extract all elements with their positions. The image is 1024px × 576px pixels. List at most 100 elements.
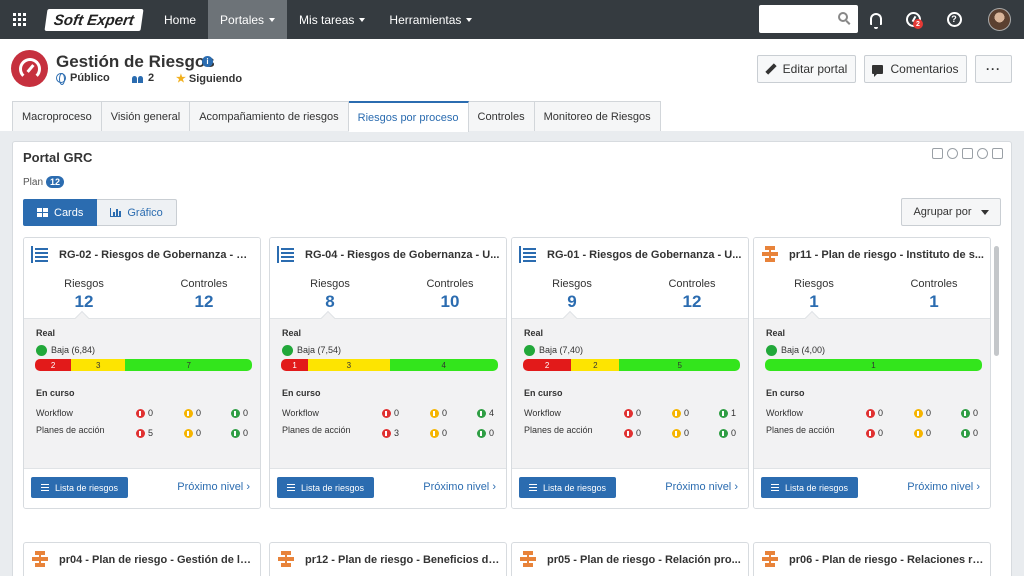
planes-count[interactable]: 0 bbox=[866, 428, 883, 438]
card-title[interactable]: pr05 - Plan de riesgo - Relación pro... bbox=[547, 554, 741, 566]
workflow-count[interactable]: 0 bbox=[382, 408, 399, 418]
scrollbar[interactable] bbox=[994, 246, 999, 356]
follow-status[interactable]: ★ Siguiendo bbox=[176, 72, 242, 86]
planes-count[interactable]: 0 bbox=[477, 428, 494, 438]
workflow-count[interactable]: 0 bbox=[624, 408, 641, 418]
tab-vision-general[interactable]: Visión general bbox=[101, 101, 191, 131]
card-title[interactable]: pr04 - Plan de riesgo - Gestión de la... bbox=[59, 554, 255, 566]
risk-list-button[interactable]: Lista de riesgos bbox=[31, 477, 128, 498]
workflow-count[interactable]: 4 bbox=[477, 408, 494, 418]
group-by-dropdown[interactable]: Agrupar por bbox=[901, 198, 1001, 226]
workflow-count[interactable]: 0 bbox=[136, 408, 153, 418]
tab-macroproceso[interactable]: Macroproceso bbox=[12, 101, 102, 131]
planes-count[interactable]: 0 bbox=[672, 428, 689, 438]
bell-icon[interactable] bbox=[867, 10, 885, 29]
risk-list-button[interactable]: Lista de riesgos bbox=[761, 477, 858, 498]
softexpert-logo[interactable]: Soft Expert bbox=[44, 8, 144, 31]
tab-controles[interactable]: Controles bbox=[468, 101, 535, 131]
workflow-count[interactable]: 1 bbox=[719, 408, 736, 418]
card-title[interactable]: RG-02 - Riesgos de Gobernanza - Un... bbox=[59, 249, 255, 261]
workflow-count[interactable]: 0 bbox=[184, 408, 201, 418]
nav-portales[interactable]: Portales bbox=[208, 0, 288, 39]
risk-list-button[interactable]: Lista de riesgos bbox=[277, 477, 374, 498]
nav-mis-tareas[interactable]: Mis tareas bbox=[287, 0, 377, 39]
workflow-count[interactable]: 0 bbox=[231, 408, 248, 418]
next-level-link[interactable]: Próximo nivel › bbox=[665, 481, 738, 493]
planes-count[interactable]: 0 bbox=[719, 428, 736, 438]
process-card[interactable]: RG-01 - Riesgos de Gobernanza - U... Rie… bbox=[511, 237, 749, 509]
count-value: 0 bbox=[196, 408, 202, 418]
process-card[interactable]: pr12 - Plan de riesgo - Beneficios de... bbox=[269, 542, 507, 576]
risk-level: Baja (4,00) bbox=[781, 345, 826, 355]
level-dot-icon bbox=[282, 345, 293, 356]
planes-count[interactable]: 0 bbox=[184, 428, 201, 438]
info-icon[interactable]: i bbox=[202, 56, 213, 67]
process-card[interactable]: pr04 - Plan de riesgo - Gestión de la... bbox=[23, 542, 261, 576]
riesgos-count[interactable]: 8 bbox=[325, 292, 335, 311]
status-green-icon bbox=[961, 408, 970, 418]
nav-home[interactable]: Home bbox=[152, 0, 208, 39]
planes-count[interactable]: 0 bbox=[961, 428, 978, 438]
process-card[interactable]: RG-02 - Riesgos de Gobernanza - Un... Ri… bbox=[23, 237, 261, 509]
level-dot-icon bbox=[766, 345, 777, 356]
next-level-label: Próximo nivel bbox=[423, 481, 490, 493]
nav-herramientas[interactable]: Herramientas bbox=[377, 0, 484, 39]
more-options-button[interactable]: ··· bbox=[975, 55, 1012, 83]
planes-count[interactable]: 0 bbox=[430, 428, 447, 438]
count-value: 0 bbox=[973, 428, 979, 438]
expand-icon[interactable] bbox=[992, 148, 1003, 159]
comment-icon[interactable] bbox=[962, 148, 973, 159]
planes-count[interactable]: 5 bbox=[136, 428, 153, 438]
process-card[interactable]: pr11 - Plan de riesgo - Instituto de s..… bbox=[753, 237, 991, 509]
process-flow-icon bbox=[761, 246, 778, 263]
search-icon[interactable] bbox=[838, 12, 848, 22]
next-level-link[interactable]: Próximo nivel › bbox=[177, 481, 250, 493]
risk-bar-segment: 1 bbox=[765, 359, 982, 371]
play-icon[interactable] bbox=[947, 148, 958, 159]
refresh-icon[interactable] bbox=[977, 148, 988, 159]
planes-count[interactable]: 3 bbox=[382, 428, 399, 438]
edit-portal-button[interactable]: Editar portal bbox=[757, 55, 856, 83]
workflow-count[interactable]: 0 bbox=[672, 408, 689, 418]
cards-view-button[interactable]: Cards bbox=[23, 199, 98, 226]
planes-count[interactable]: 0 bbox=[914, 428, 931, 438]
workflow-count[interactable]: 0 bbox=[866, 408, 883, 418]
controles-count[interactable]: 10 bbox=[440, 292, 460, 311]
card-title[interactable]: pr06 - Plan de riesgo - Relaciones re... bbox=[789, 554, 985, 566]
tab-monitoreo[interactable]: Monitoreo de Riesgos bbox=[534, 101, 661, 131]
controles-count[interactable]: 12 bbox=[194, 292, 214, 311]
planes-count[interactable]: 0 bbox=[231, 428, 248, 438]
controles-count[interactable]: 1 bbox=[929, 292, 939, 311]
tab-riesgos-por-proceso[interactable]: Riesgos por proceso bbox=[348, 101, 469, 132]
search-input[interactable] bbox=[759, 5, 858, 33]
process-card[interactable]: pr06 - Plan de riesgo - Relaciones re... bbox=[753, 542, 991, 576]
risk-list-button[interactable]: Lista de riesgos bbox=[519, 477, 616, 498]
card-title[interactable]: RG-01 - Riesgos de Gobernanza - U... bbox=[547, 249, 742, 261]
help-icon[interactable]: ? bbox=[945, 10, 963, 28]
comments-button[interactable]: Comentarios bbox=[864, 55, 967, 83]
controles-count[interactable]: 12 bbox=[682, 292, 702, 311]
tab-acompanamiento[interactable]: Acompañamiento de riesgos bbox=[190, 101, 349, 131]
card-title[interactable]: RG-04 - Riesgos de Gobernanza - U... bbox=[305, 249, 500, 261]
workflow-count[interactable]: 0 bbox=[961, 408, 978, 418]
riesgos-count[interactable]: 12 bbox=[74, 292, 94, 311]
calendar-icon[interactable] bbox=[932, 148, 943, 159]
user-avatar[interactable] bbox=[988, 8, 1011, 31]
card-title[interactable]: pr12 - Plan de riesgo - Beneficios de... bbox=[305, 554, 501, 566]
process-card[interactable]: pr05 - Plan de riesgo - Relación pro... bbox=[511, 542, 749, 576]
risk-list-label: Lista de riesgos bbox=[300, 482, 365, 493]
apps-grid-icon[interactable] bbox=[0, 0, 38, 39]
list-icon bbox=[286, 484, 295, 491]
riesgos-count[interactable]: 1 bbox=[809, 292, 819, 311]
next-level-link[interactable]: Próximo nivel › bbox=[907, 481, 980, 493]
card-title[interactable]: pr11 - Plan de riesgo - Instituto de s..… bbox=[789, 249, 984, 261]
members-count[interactable]: 2 bbox=[132, 72, 154, 84]
planes-count[interactable]: 0 bbox=[624, 428, 641, 438]
riesgos-count[interactable]: 9 bbox=[567, 292, 577, 311]
workflow-count[interactable]: 0 bbox=[430, 408, 447, 418]
process-card[interactable]: RG-04 - Riesgos de Gobernanza - U... Rie… bbox=[269, 237, 507, 509]
workflow-count[interactable]: 0 bbox=[914, 408, 931, 418]
next-level-link[interactable]: Próximo nivel › bbox=[423, 481, 496, 493]
chart-view-button[interactable]: Gráfico bbox=[97, 199, 177, 226]
